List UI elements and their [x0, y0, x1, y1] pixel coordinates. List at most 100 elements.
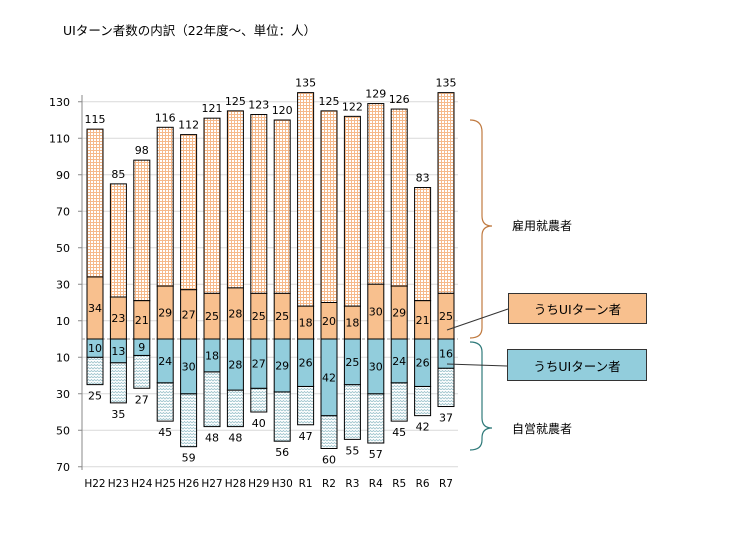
- label-upper-ui: 18: [299, 317, 313, 330]
- bar-upper-rest: [414, 187, 432, 302]
- bar-lower-ui: [156, 338, 174, 384]
- y-tick-label: 30: [56, 388, 70, 401]
- lower-ui-legend-box: うちUIターン者: [507, 349, 647, 381]
- label-upper-total: 116: [155, 111, 176, 124]
- bar-lower-ui: [250, 338, 268, 389]
- label-upper-ui: 25: [205, 310, 219, 323]
- label-lower-ui: 27: [252, 358, 266, 371]
- bar-upper-rest: [86, 128, 104, 278]
- bar-lower-ui: [343, 338, 361, 386]
- bar-upper-rest: [250, 114, 268, 294]
- label-lower-total: 37: [439, 412, 453, 425]
- x-tick-label: H28: [225, 478, 246, 490]
- label-upper-total: 135: [295, 77, 316, 90]
- bar-upper-rest: [437, 92, 455, 294]
- bar-lower-ui: [414, 338, 432, 387]
- label-upper-total: 112: [178, 119, 199, 132]
- bar-lower-ui: [320, 338, 338, 417]
- bar-lower-rest: [86, 356, 104, 386]
- x-tick-label: R2: [322, 478, 336, 490]
- bar-lower-ui: [226, 338, 244, 391]
- chart-title: UIターン者数の内訳（22年度〜、単位：人）: [63, 23, 317, 38]
- x-tick-label: R7: [439, 478, 453, 490]
- label-lower-ui: 26: [416, 357, 430, 370]
- y-tick-label: 90: [56, 169, 70, 182]
- label-upper-ui: 30: [369, 306, 383, 319]
- label-lower-ui: 10: [88, 342, 102, 355]
- bar-lower-rest: [367, 393, 385, 444]
- label-upper-ui: 21: [135, 314, 149, 327]
- label-lower-total: 59: [182, 452, 196, 465]
- label-upper-ui: 25: [275, 310, 289, 323]
- label-upper-total: 120: [272, 104, 293, 117]
- label-upper-ui: 29: [392, 307, 406, 320]
- y-tick-label: 10: [56, 315, 70, 328]
- label-upper-total: 129: [365, 88, 386, 101]
- label-lower-total: 40: [252, 417, 266, 430]
- label-upper-total: 121: [202, 102, 223, 115]
- label-upper-ui: 34: [88, 302, 102, 315]
- label-upper-total: 126: [389, 93, 410, 106]
- bar-lower-ui: [133, 338, 151, 356]
- bar-upper-rest: [156, 126, 174, 287]
- label-upper-total: 125: [225, 95, 246, 108]
- bar-upper-rest: [273, 119, 291, 294]
- label-lower-ui: 29: [275, 359, 289, 372]
- bar-upper-rest: [320, 110, 338, 303]
- label-lower-total: 25: [88, 390, 102, 403]
- x-tick-label: H22: [84, 478, 105, 490]
- label-upper-ui: 25: [439, 310, 453, 323]
- label-lower-ui: 24: [158, 355, 172, 368]
- bar-lower-rest: [414, 385, 432, 417]
- bar-upper-rest: [343, 115, 361, 307]
- lower-ui-leader-line: [446, 363, 508, 367]
- bar-lower-rest: [156, 382, 174, 422]
- x-tick-label: H26: [178, 478, 200, 490]
- bar-upper-rest: [109, 183, 127, 298]
- bar-upper-rest: [367, 103, 385, 285]
- label-lower-ui: 30: [182, 360, 196, 373]
- label-upper-ui: 28: [228, 307, 242, 320]
- bar-lower-ui: [437, 338, 455, 369]
- label-lower-total: 47: [299, 430, 313, 443]
- label-lower-ui: 13: [111, 345, 125, 358]
- x-tick-label: R6: [416, 478, 430, 490]
- label-lower-total: 57: [369, 448, 383, 461]
- bar-lower-rest: [297, 385, 315, 426]
- label-upper-ui: 23: [111, 312, 125, 325]
- bar-upper-rest: [203, 117, 221, 294]
- bar-lower-rest: [437, 367, 455, 408]
- label-lower-ui: 30: [369, 360, 383, 373]
- label-lower-ui: 25: [345, 356, 359, 369]
- label-upper-ui: 27: [182, 308, 196, 321]
- y-tick-label: 70: [56, 205, 70, 218]
- label-upper-total: 135: [436, 77, 457, 90]
- label-lower-ui: 18: [205, 349, 219, 362]
- label-lower-total: 48: [228, 432, 242, 445]
- bar-upper-rest: [390, 108, 408, 287]
- bar-lower-ui: [297, 338, 315, 387]
- upper-brace: [469, 119, 493, 339]
- label-lower-ui: 24: [392, 355, 406, 368]
- y-tick-label: 50: [56, 424, 70, 437]
- bar-upper-rest: [226, 110, 244, 289]
- bar-upper-rest: [133, 159, 151, 302]
- upper-ui-legend-box: うちUIターン者: [508, 293, 647, 324]
- label-lower-total: 45: [158, 426, 172, 439]
- x-tick-label: R3: [345, 478, 359, 490]
- label-upper-total: 123: [248, 99, 269, 112]
- bar-lower-ui: [86, 338, 104, 358]
- bar-lower-ui: [203, 338, 221, 373]
- label-upper-ui: 18: [345, 317, 359, 330]
- label-upper-ui: 29: [158, 307, 172, 320]
- label-lower-total: 48: [205, 432, 219, 445]
- label-lower-total: 45: [392, 426, 406, 439]
- y-tick-label: 130: [49, 96, 70, 109]
- bar-lower-rest: [226, 389, 244, 428]
- label-upper-total: 83: [416, 172, 430, 185]
- label-lower-ui: 42: [322, 371, 336, 384]
- bar-lower-ui: [180, 338, 198, 395]
- y-tick-label: 70: [56, 461, 70, 474]
- lower-series-label: 自営就農者: [512, 422, 573, 436]
